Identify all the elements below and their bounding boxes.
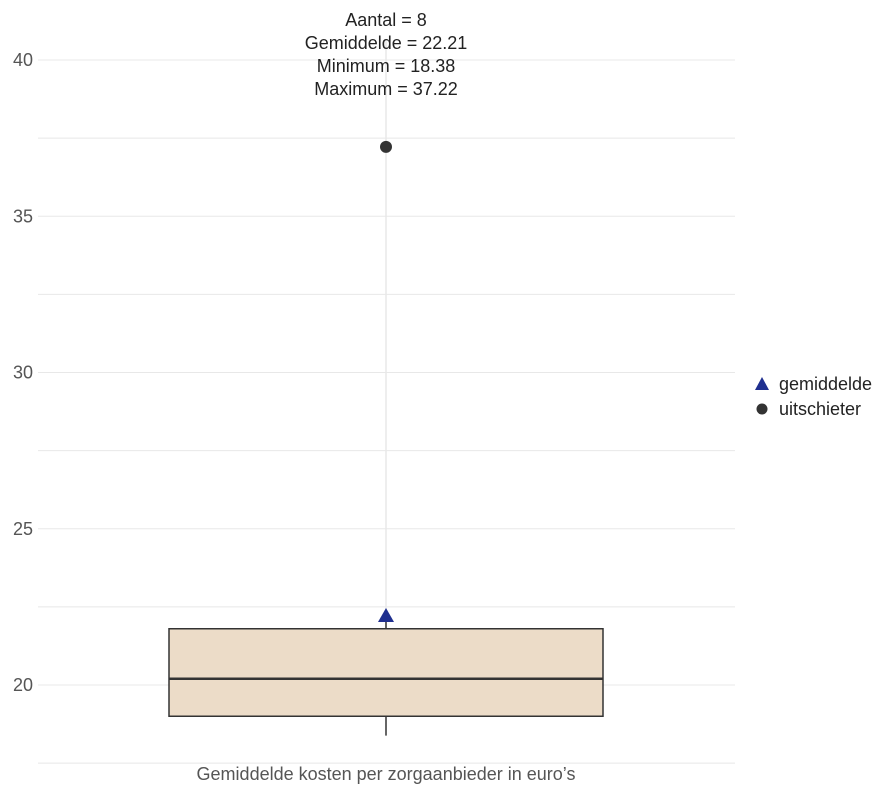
y-tick-label: 20 [13,675,33,695]
legend-label: gemiddelde [779,374,872,394]
x-axis-label: Gemiddelde kosten per zorgaanbieder in e… [197,764,576,784]
summary-stat-line: Minimum = 18.38 [317,56,456,76]
y-tick-label: 40 [13,50,33,70]
summary-stats: Aantal = 8 Gemiddelde = 22.21 Minimum = 18… [305,10,468,99]
y-tick-label: 25 [13,519,33,539]
y-axis-ticks: 20 25 30 35 40 [13,50,33,695]
legend: gemiddelde uitschieter [755,374,872,419]
outlier-point [380,140,392,153]
y-tick-label: 35 [13,206,33,226]
summary-stat-line: Maximum = 37.22 [314,79,458,99]
mean-marker [378,607,394,622]
summary-stat-line: Aantal = 8 [345,10,427,30]
interquartile-box [168,628,604,717]
legend-triangle-marker [755,377,769,390]
y-tick-label: 30 [13,363,33,383]
legend-circle-marker [756,403,768,415]
legend-label: uitschieter [779,399,861,419]
summary-stat-line: Gemiddelde = 22.21 [305,33,468,53]
outlier-points [380,140,392,153]
